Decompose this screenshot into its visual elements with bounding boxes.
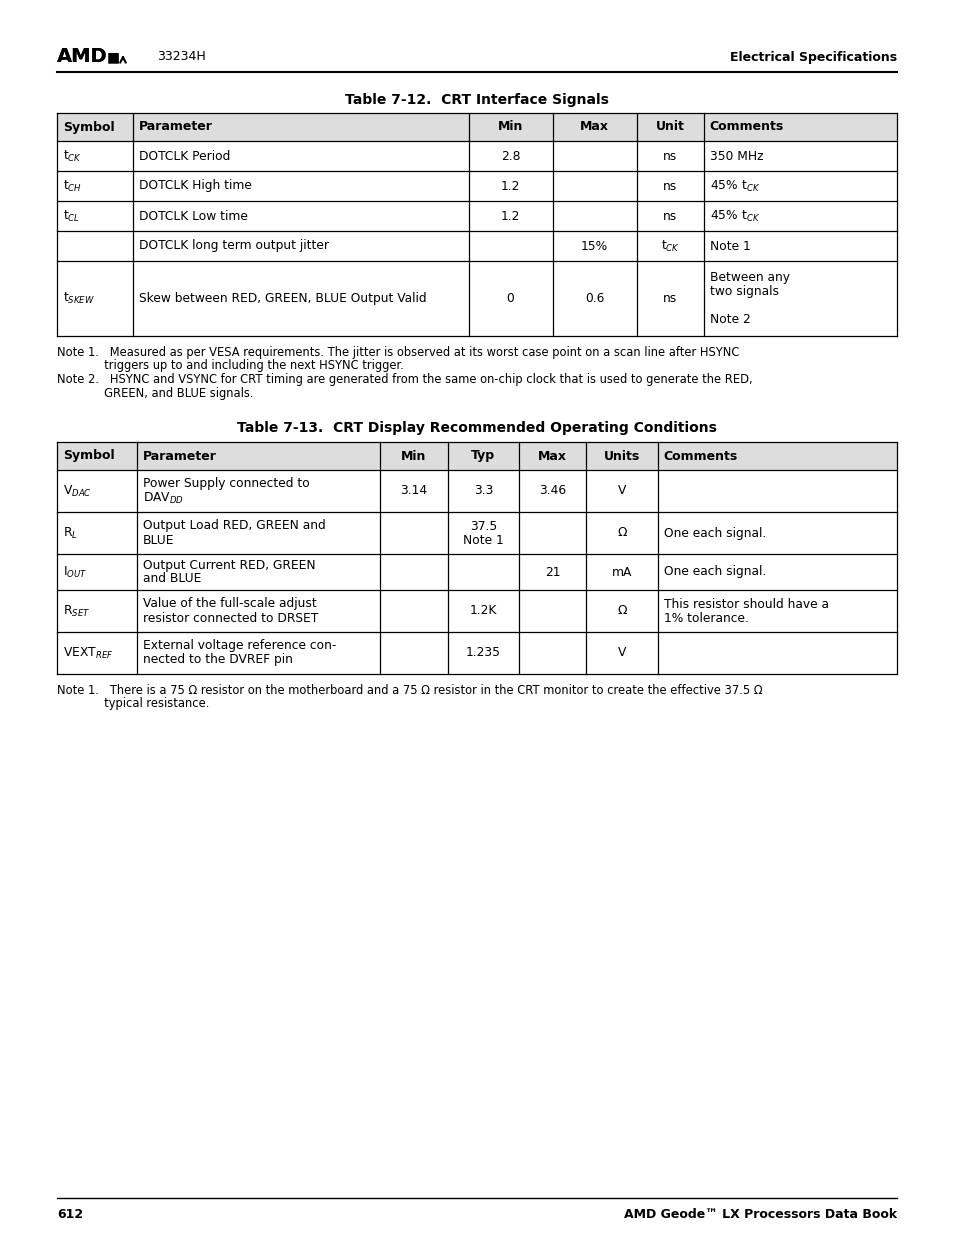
Text: R$_{L}$: R$_{L}$ <box>63 525 78 541</box>
Text: Skew between RED, GREEN, BLUE Output Valid: Skew between RED, GREEN, BLUE Output Val… <box>138 291 426 305</box>
Text: 0: 0 <box>506 291 514 305</box>
Text: V: V <box>617 646 625 659</box>
Text: 45% t$_{CK}$: 45% t$_{CK}$ <box>709 209 760 224</box>
Text: Note 1: Note 1 <box>709 240 750 252</box>
Text: t$_{CL}$: t$_{CL}$ <box>63 209 80 224</box>
Text: 33234H: 33234H <box>157 51 206 63</box>
Text: Between any: Between any <box>709 270 789 284</box>
Text: ns: ns <box>662 179 677 193</box>
Text: 0.6: 0.6 <box>584 291 603 305</box>
Text: t$_{CK}$: t$_{CK}$ <box>63 148 82 163</box>
Text: 3.14: 3.14 <box>400 484 427 498</box>
Text: 45% t$_{CK}$: 45% t$_{CK}$ <box>709 178 760 194</box>
Text: One each signal.: One each signal. <box>663 526 765 540</box>
Text: Output Load RED, GREEN and: Output Load RED, GREEN and <box>143 520 325 532</box>
Text: Typ: Typ <box>471 450 495 462</box>
Text: two signals: two signals <box>709 285 778 298</box>
Text: Note 2: Note 2 <box>709 312 750 326</box>
Text: nected to the DVREF pin: nected to the DVREF pin <box>143 653 293 667</box>
Text: Units: Units <box>603 450 639 462</box>
Text: 1.2: 1.2 <box>500 210 519 222</box>
Text: 3.46: 3.46 <box>538 484 565 498</box>
Text: DOTCLK long term output jitter: DOTCLK long term output jitter <box>138 240 328 252</box>
Text: This resistor should have a: This resistor should have a <box>663 598 828 610</box>
Text: DAV$_{DD}$: DAV$_{DD}$ <box>143 490 184 505</box>
Text: triggers up to and including the next HSYNC trigger.: triggers up to and including the next HS… <box>57 359 403 373</box>
Text: Note 1.   There is a 75 Ω resistor on the motherboard and a 75 Ω resistor in the: Note 1. There is a 75 Ω resistor on the … <box>57 684 761 697</box>
Bar <box>57 112 896 141</box>
Text: Note 1: Note 1 <box>462 534 503 547</box>
Text: Parameter: Parameter <box>143 450 216 462</box>
Text: Table 7-13.  CRT Display Recommended Operating Conditions: Table 7-13. CRT Display Recommended Oper… <box>236 421 717 435</box>
Text: t$_{SKEW}$: t$_{SKEW}$ <box>63 291 95 306</box>
Text: 1.2K: 1.2K <box>469 604 497 618</box>
Text: DOTCLK High time: DOTCLK High time <box>138 179 252 193</box>
Text: AMD: AMD <box>57 47 108 67</box>
Text: 21: 21 <box>544 566 559 578</box>
Text: DOTCLK Low time: DOTCLK Low time <box>138 210 247 222</box>
Text: GREEN, and BLUE signals.: GREEN, and BLUE signals. <box>57 387 253 399</box>
Text: t$_{CH}$: t$_{CH}$ <box>63 178 82 194</box>
Text: Max: Max <box>537 450 566 462</box>
Text: BLUE: BLUE <box>143 534 174 547</box>
Text: Note 2.   HSYNC and VSYNC for CRT timing are generated from the same on-chip clo: Note 2. HSYNC and VSYNC for CRT timing a… <box>57 373 752 387</box>
Text: 3.3: 3.3 <box>473 484 493 498</box>
Text: 1% tolerance.: 1% tolerance. <box>663 611 748 625</box>
Text: ns: ns <box>662 149 677 163</box>
Text: One each signal.: One each signal. <box>663 566 765 578</box>
Text: Power Supply connected to: Power Supply connected to <box>143 478 309 490</box>
Text: Comments: Comments <box>663 450 737 462</box>
Text: Output Current RED, GREEN: Output Current RED, GREEN <box>143 558 315 572</box>
Text: Max: Max <box>579 121 608 133</box>
Text: ns: ns <box>662 291 677 305</box>
Text: Ω: Ω <box>617 604 626 618</box>
Text: 350 MHz: 350 MHz <box>709 149 762 163</box>
Text: 1.2: 1.2 <box>500 179 519 193</box>
Text: typical resistance.: typical resistance. <box>57 698 209 710</box>
Text: External voltage reference con-: External voltage reference con- <box>143 640 335 652</box>
Text: t$_{CK}$: t$_{CK}$ <box>660 238 679 253</box>
Text: Min: Min <box>497 121 523 133</box>
Text: V: V <box>617 484 625 498</box>
Text: Value of the full-scale adjust: Value of the full-scale adjust <box>143 598 316 610</box>
Text: 612: 612 <box>57 1209 83 1221</box>
Text: Symbol: Symbol <box>63 121 114 133</box>
Text: VEXT$_{REF}$: VEXT$_{REF}$ <box>63 646 113 661</box>
Text: Min: Min <box>401 450 426 462</box>
Text: V$_{DAC}$: V$_{DAC}$ <box>63 483 91 499</box>
Text: resistor connected to DRSET: resistor connected to DRSET <box>143 611 317 625</box>
Text: DOTCLK Period: DOTCLK Period <box>138 149 230 163</box>
Text: 37.5: 37.5 <box>469 520 497 532</box>
Text: 2.8: 2.8 <box>500 149 519 163</box>
Text: Note 1.   Measured as per VESA requirements. The jitter is observed at its worst: Note 1. Measured as per VESA requirement… <box>57 346 739 359</box>
Text: mA: mA <box>611 566 632 578</box>
Text: Parameter: Parameter <box>138 121 213 133</box>
Text: Table 7-12.  CRT Interface Signals: Table 7-12. CRT Interface Signals <box>345 93 608 107</box>
Text: R$_{SET}$: R$_{SET}$ <box>63 604 91 619</box>
Text: Ω: Ω <box>617 526 626 540</box>
Text: AMD Geode™ LX Processors Data Book: AMD Geode™ LX Processors Data Book <box>623 1209 896 1221</box>
Text: and BLUE: and BLUE <box>143 573 201 585</box>
Text: Electrical Specifications: Electrical Specifications <box>729 51 896 63</box>
Text: Unit: Unit <box>655 121 684 133</box>
Text: Comments: Comments <box>709 121 783 133</box>
Text: ns: ns <box>662 210 677 222</box>
Text: ■: ■ <box>107 49 120 64</box>
Text: Symbol: Symbol <box>63 450 114 462</box>
Bar <box>57 442 896 471</box>
Text: I$_{OUT}$: I$_{OUT}$ <box>63 564 88 579</box>
Text: 15%: 15% <box>580 240 607 252</box>
Text: AMD: AMD <box>57 47 108 67</box>
Text: 1.235: 1.235 <box>465 646 500 659</box>
